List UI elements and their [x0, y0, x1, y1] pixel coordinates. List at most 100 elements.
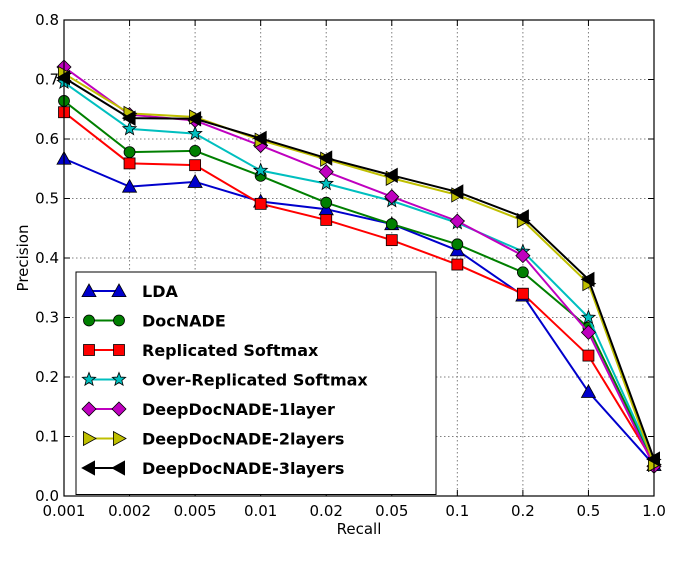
- series-deepdocnade-3layers: [56, 70, 660, 467]
- data-point: [515, 209, 529, 225]
- x-tick-label: 0.1: [445, 502, 469, 520]
- data-point: [123, 146, 136, 158]
- legend-marker: [81, 371, 97, 387]
- data-point: [318, 175, 334, 191]
- data-point: [189, 159, 202, 172]
- legend-marker: [83, 344, 95, 356]
- data-point: [580, 309, 597, 325]
- x-tick-label: 0.05: [375, 502, 408, 520]
- data-point: [252, 130, 267, 147]
- data-point: [187, 174, 203, 188]
- series-line: [63, 157, 655, 466]
- data-point: [385, 234, 398, 247]
- series-layer: [56, 59, 662, 474]
- y-tick-label: 0.5: [35, 190, 59, 208]
- series-line: [63, 111, 655, 464]
- data-point: [646, 451, 660, 467]
- legend-label: DeepDocNADE-2layers: [142, 430, 344, 449]
- series-line: [63, 72, 655, 465]
- data-point: [189, 144, 202, 157]
- legend-entry: DeepDocNADE-1layer: [81, 400, 335, 419]
- data-point: [449, 184, 464, 200]
- data-point: [580, 271, 595, 288]
- y-tick-label: 0.8: [35, 11, 59, 29]
- y-tick-label: 0.6: [35, 130, 59, 148]
- legend-marker: [83, 430, 97, 447]
- series-docnade: [58, 95, 660, 469]
- data-point: [121, 110, 136, 126]
- data-point: [449, 213, 465, 229]
- legend-marker: [111, 283, 127, 298]
- legend-marker: [83, 314, 95, 327]
- y-tick-label: 0.4: [35, 249, 59, 267]
- data-point: [318, 150, 333, 166]
- legend-marker: [111, 460, 125, 476]
- legend-label: DocNADE: [142, 312, 226, 331]
- legend-marker: [113, 344, 125, 356]
- data-point: [187, 125, 203, 141]
- series-line: [63, 76, 655, 460]
- y-tick-label: 0.1: [35, 428, 59, 446]
- ticks-layer: 0.001 0.002 0.005 0.01 0.02 0.05 0.1 0.2 0.5 1.0 0…: [35, 11, 666, 520]
- x-tick-label: 0.2: [511, 502, 535, 520]
- data-point: [320, 196, 333, 209]
- legend-marker: [113, 430, 127, 447]
- x-tick-label: 0.005: [174, 502, 217, 520]
- legend-entry: LDA: [81, 282, 178, 301]
- legend-label: DeepDocNADE-1layer: [142, 400, 335, 419]
- y-tick-label: 0.7: [35, 71, 59, 89]
- x-tick-label: 0.002: [108, 502, 151, 520]
- legend-entry: Over-Replicated Softmax: [81, 371, 368, 390]
- data-point: [580, 384, 597, 398]
- series-replicated-softmax: [58, 106, 660, 469]
- x-axis-label: Recall: [337, 520, 382, 538]
- data-point: [451, 238, 464, 251]
- data-point: [254, 197, 267, 210]
- y-tick-label: 0.2: [35, 368, 59, 386]
- y-axis-label: Precision: [14, 225, 32, 292]
- data-point: [516, 266, 529, 279]
- legend-marker: [113, 314, 125, 327]
- data-point: [385, 218, 398, 230]
- y-tick-label: 0.3: [35, 309, 59, 327]
- data-point: [516, 287, 529, 300]
- x-tick-label: 0.001: [43, 502, 86, 520]
- data-point: [580, 324, 597, 340]
- y-tick-label: 0.0: [35, 487, 59, 505]
- legend-label: Over-Replicated Softmax: [142, 371, 368, 390]
- data-point: [56, 70, 70, 86]
- legend-marker: [111, 401, 127, 417]
- legend-entry: DocNADE: [83, 312, 226, 331]
- legend-marker: [81, 460, 95, 476]
- data-point: [123, 157, 136, 170]
- data-point: [121, 178, 138, 193]
- series-line: [63, 81, 655, 462]
- legend-entry: DeepDocNADE-3layers: [81, 459, 344, 478]
- x-tick-label: 0.02: [310, 502, 343, 520]
- x-tick-label: 0.01: [244, 502, 277, 520]
- series-line: [63, 100, 655, 464]
- data-point: [383, 167, 398, 183]
- legend-label: LDA: [142, 282, 178, 301]
- data-point: [582, 349, 595, 362]
- x-tick-label: 1.0: [642, 502, 666, 520]
- data-point: [187, 111, 202, 127]
- legend-marker: [111, 371, 127, 387]
- legend-marker: [81, 401, 97, 417]
- data-point: [252, 162, 269, 178]
- legend-label: Replicated Softmax: [142, 341, 319, 360]
- data-point: [515, 248, 531, 264]
- data-point: [320, 214, 333, 226]
- data-point: [451, 258, 464, 271]
- data-point: [121, 120, 138, 136]
- legend-box: [75, 271, 437, 495]
- legend-marker: [81, 283, 97, 298]
- legend-entry: Replicated Softmax: [83, 341, 319, 360]
- data-point: [384, 189, 400, 205]
- legend-label: DeepDocNADE-3layers: [142, 459, 344, 478]
- x-tick-label: 0.5: [577, 502, 601, 520]
- data-point: [318, 164, 334, 180]
- legend-entry: DeepDocNADE-2layers: [83, 430, 344, 449]
